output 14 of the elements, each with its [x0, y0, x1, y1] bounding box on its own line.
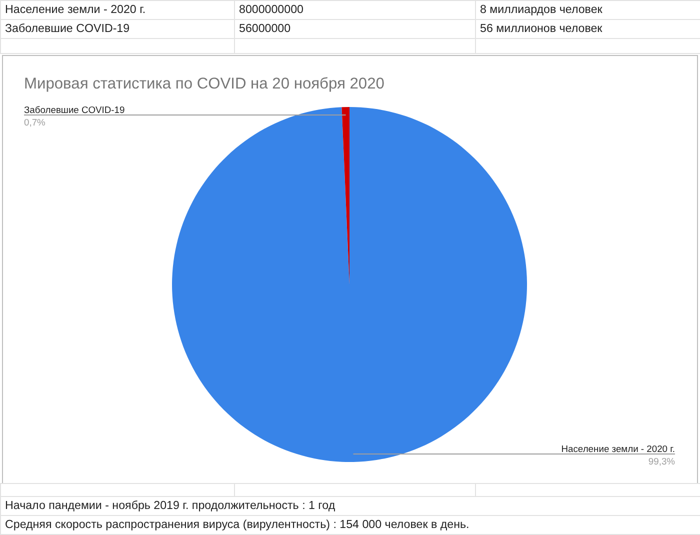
text: Мировая статистика по COVID на 20 ноября 2020 [24, 75, 385, 92]
text: 56 миллионов человек [476, 20, 700, 38]
text: 8000000000 [234, 0, 476, 20]
category-label: Заболевшие COVID-19 [5, 22, 130, 35]
slice-label: Население земли - 2020 г. [0, 0, 234, 20]
text: Средняя скорость распространения вируса (вирулентность) : 154 000 человек в день. [0, 516, 700, 534]
data-label: 99,3% [648, 455, 675, 466]
pie-slice [172, 107, 527, 462]
slice-label: Заболевшие COVID-19 [24, 104, 125, 116]
text: 8 миллиардов человек [476, 0, 700, 20]
text: Начало пандемии - ноябрь 2019 г. продолжительность : 1 год [0, 496, 700, 516]
text: 56000000 [234, 20, 476, 38]
data-label: 0,7% [24, 116, 46, 128]
slice-label: Население земли - 2020 г. [561, 442, 675, 454]
